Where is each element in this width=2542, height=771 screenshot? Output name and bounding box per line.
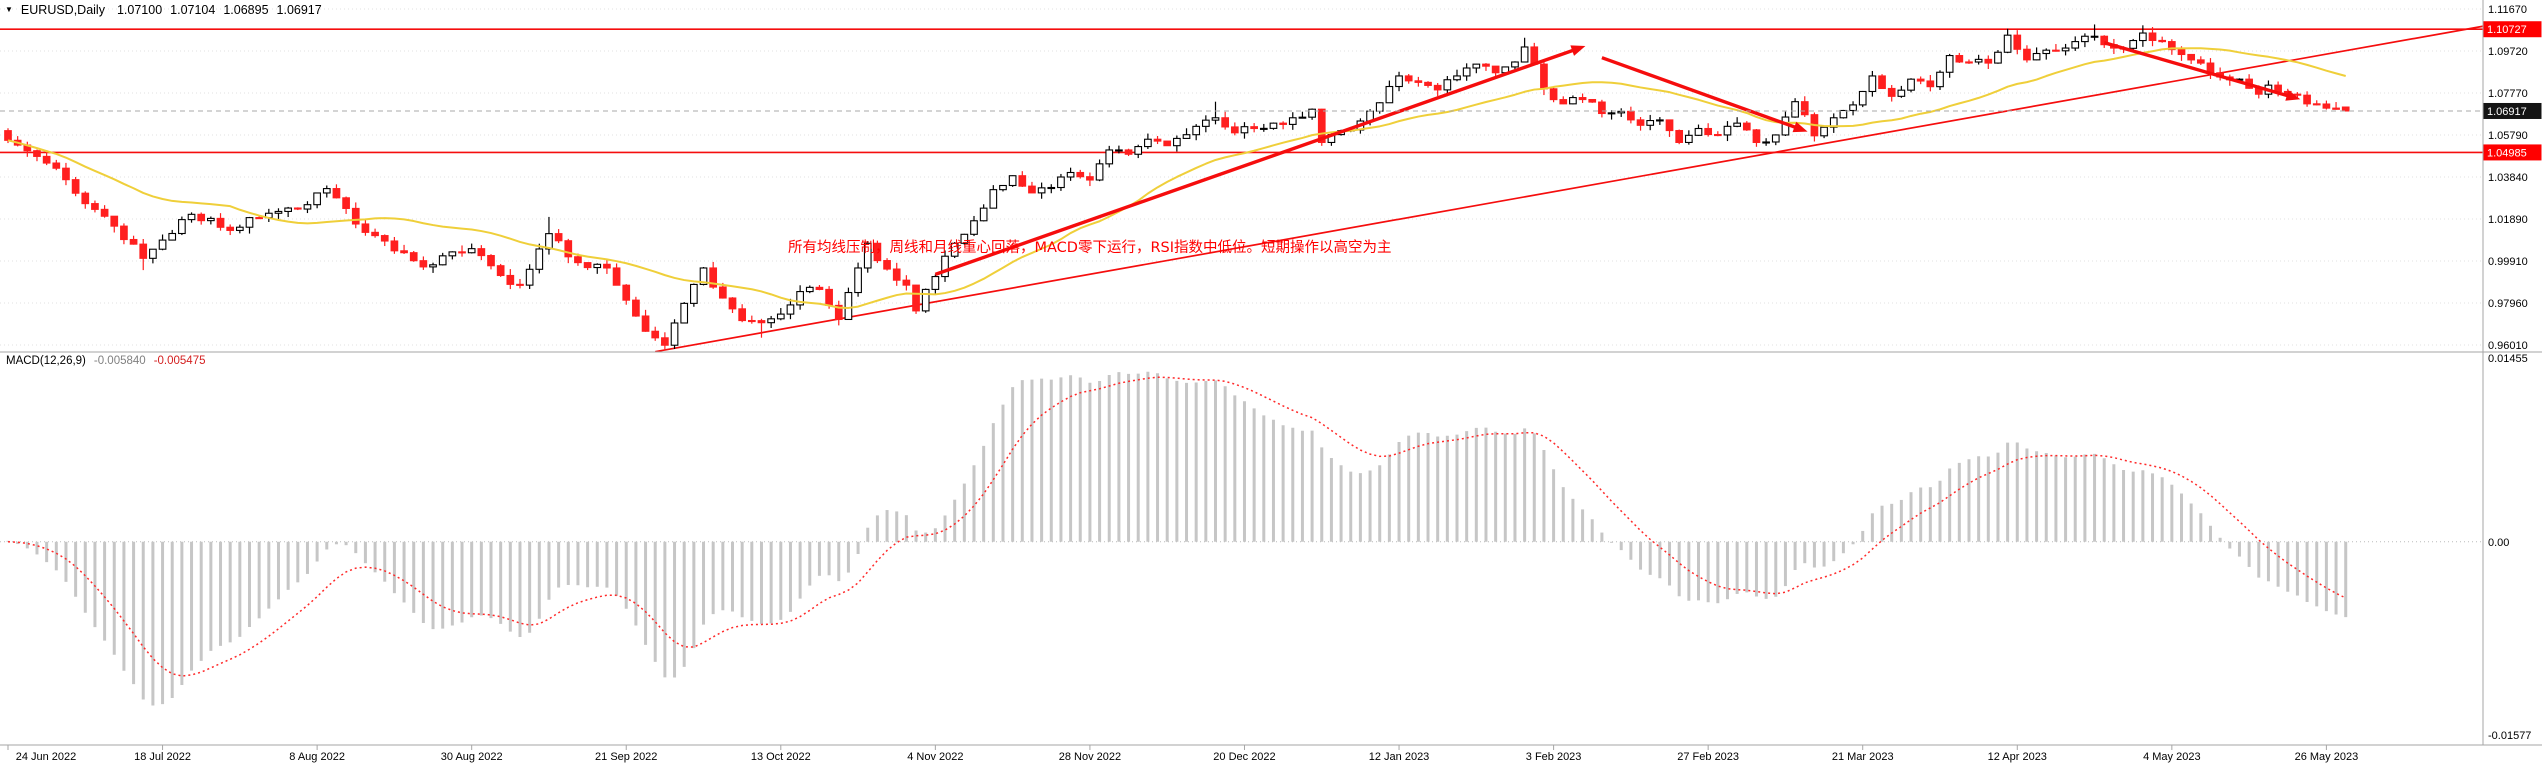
svg-text:20 Dec 2022: 20 Dec 2022	[1213, 751, 1275, 763]
macd-label: MACD(12,26,9) -0.005840 -0.005475	[6, 355, 205, 367]
svg-text:-0.01577: -0.01577	[2488, 730, 2531, 742]
price-badge-1.10727	[2483, 21, 2542, 38]
svg-text:12 Jan 2023: 12 Jan 2023	[1369, 751, 1430, 763]
open-value: 1.07100	[116, 3, 163, 17]
price-badge-1.06917	[2483, 102, 2542, 119]
candles-series	[4, 24, 2350, 351]
close-value: 1.06917	[276, 3, 322, 17]
svg-text:27 Feb 2023: 27 Feb 2023	[1677, 751, 1739, 763]
price-axis[interactable]: 1.11670 1.09720 1.07770 1.05790 1.03840 1.018…	[2488, 4, 2528, 352]
svg-text:1.01890: 1.01890	[2488, 214, 2528, 226]
svg-text:1.04985: 1.04985	[2487, 147, 2527, 159]
svg-text:1.03840: 1.03840	[2488, 172, 2528, 184]
svg-text:21 Sep 2022: 21 Sep 2022	[595, 751, 657, 763]
high-value: 1.07104	[170, 3, 216, 17]
price-badges: 1.10727 1.06917 1.04985	[2483, 21, 2542, 161]
macd-axis[interactable]: 0.01455 0.00 -0.01577	[2488, 353, 2531, 742]
macd-histogram	[6, 371, 2348, 706]
macd-name: MACD(12,26,9)	[6, 355, 86, 367]
svg-text:30 Aug 2022: 30 Aug 2022	[441, 751, 503, 763]
svg-text:1.09720: 1.09720	[2488, 46, 2528, 58]
symbol-period-label: EURUSD,Daily	[20, 3, 105, 17]
svg-text:12 Apr 2023: 12 Apr 2023	[1988, 751, 2047, 763]
svg-text:1.05790: 1.05790	[2488, 130, 2528, 142]
svg-text:4 May 2023: 4 May 2023	[2143, 751, 2200, 763]
chart-header: ▼ EURUSD,Daily 1.07100 1.07104 1.06895 1…	[5, 3, 322, 17]
price-badge-1.04985	[2483, 144, 2542, 161]
svg-text:0.01455: 0.01455	[2488, 353, 2528, 365]
svg-text:3 Feb 2023: 3 Feb 2023	[1526, 751, 1582, 763]
macd-main-value: -0.005840	[93, 355, 146, 367]
trend-line[interactable]	[655, 25, 2484, 353]
svg-text:0.99910: 0.99910	[2488, 256, 2528, 268]
time-axis[interactable]: 24 Jun 2022 18 Jul 2022 8 Aug 2022 30 Aug 2…	[7, 745, 2359, 763]
svg-text:26 May 2023: 26 May 2023	[2295, 751, 2359, 763]
impulse-arrows[interactable]	[934, 41, 2301, 277]
svg-text:0.00: 0.00	[2488, 537, 2509, 549]
svg-text:24 Jun 2022: 24 Jun 2022	[16, 751, 77, 763]
svg-text:1.06917: 1.06917	[2487, 106, 2527, 118]
svg-text:18 Jul 2022: 18 Jul 2022	[134, 751, 191, 763]
svg-text:28 Nov 2022: 28 Nov 2022	[1059, 751, 1121, 763]
svg-text:13 Oct 2022: 13 Oct 2022	[751, 751, 811, 763]
svg-text:0.96010: 0.96010	[2488, 340, 2528, 352]
macd-signal-value: -0.005475	[153, 355, 206, 367]
svg-text:0.97960: 0.97960	[2488, 298, 2528, 310]
low-value: 1.06895	[223, 3, 269, 17]
svg-text:1.07770: 1.07770	[2488, 88, 2528, 100]
svg-text:21 Mar 2023: 21 Mar 2023	[1832, 751, 1894, 763]
horizontal-price-lines[interactable]	[0, 28, 2483, 154]
chart-menu-icon[interactable]: ▼	[5, 5, 13, 14]
svg-text:1.11670: 1.11670	[2488, 4, 2527, 16]
analysis-note-text[interactable]: 所有均线压制，周线和月线重心回落，MACD零下运行，RSI指数中低位。短期操作以…	[788, 240, 1392, 256]
panel-separators[interactable]	[0, 0, 2542, 746]
moving-average-line	[7, 47, 2346, 309]
svg-text:1.10727: 1.10727	[2487, 24, 2527, 36]
svg-text:8 Aug 2022: 8 Aug 2022	[289, 751, 345, 763]
svg-text:4 Nov 2022: 4 Nov 2022	[907, 751, 963, 763]
